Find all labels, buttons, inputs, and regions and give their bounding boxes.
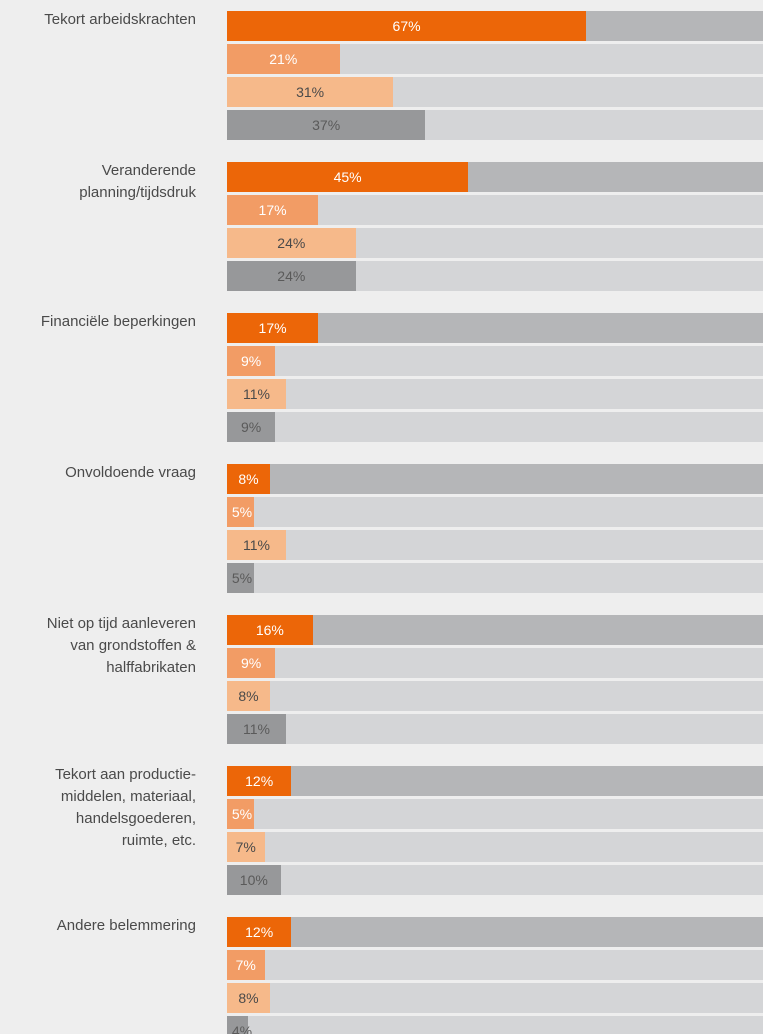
bar [227, 983, 270, 1013]
bar [227, 313, 319, 343]
bar-value-label: 5% [231, 806, 253, 822]
bar [227, 228, 356, 258]
bar-value-label: 8% [238, 688, 259, 704]
bar-value-label: 16% [255, 622, 284, 638]
bar-track: 45% [227, 162, 763, 192]
bar-track: 17% [227, 313, 763, 343]
bar-track: 24% [227, 261, 763, 291]
bar-value-label: 8% [238, 471, 259, 487]
bar-value-label: 17% [258, 202, 287, 218]
category-label: Onvoldoende vraag [65, 464, 196, 481]
bar-track: 11% [227, 530, 763, 560]
bar [227, 346, 276, 376]
category-label: Veranderende planning/tijdsdruk [79, 162, 196, 201]
bar-value-label: 45% [333, 169, 362, 185]
bar-track: 5% [227, 563, 763, 593]
bar [227, 261, 356, 291]
bar-track: 5% [227, 799, 763, 829]
bar [227, 865, 281, 895]
bar [227, 464, 270, 494]
bar-value-label: 7% [235, 839, 256, 855]
bar-track: 7% [227, 950, 763, 980]
bar-value-label: 7% [235, 957, 256, 973]
bar [227, 195, 319, 225]
category-label: Financiële beperkingen [40, 313, 196, 330]
bar-track: 24% [227, 228, 763, 258]
bar-track: 7% [227, 832, 763, 862]
bar-track: 8% [227, 983, 763, 1013]
bar-track: 17% [227, 195, 763, 225]
bar-track: 8% [227, 681, 763, 711]
bar-value-label: 12% [245, 924, 274, 940]
bar [227, 917, 292, 947]
bar-value-label: 4% [231, 1023, 253, 1034]
bar [227, 1016, 249, 1034]
category-label: Niet op tijd aanleveren van grondstoffen… [46, 615, 196, 676]
bar-value-label: 11% [242, 537, 270, 553]
bar [227, 497, 254, 527]
bar-value-label: 24% [277, 235, 306, 251]
bar [227, 530, 286, 560]
bar-track: 12% [227, 917, 763, 947]
bar [227, 615, 313, 645]
bar-value-label: 24% [277, 268, 306, 284]
bar-value-label: 17% [258, 320, 287, 336]
bar-track: 9% [227, 412, 763, 442]
bar [227, 648, 276, 678]
category-label: Tekort aan productie- middelen, materiaa… [55, 766, 196, 849]
bar [227, 950, 265, 980]
bar-track: 67% [227, 11, 763, 41]
bar [227, 110, 426, 140]
bar [227, 379, 286, 409]
bar [227, 162, 469, 192]
bar [227, 44, 340, 74]
bar-value-label: 11% [242, 386, 270, 402]
bar-value-label: 9% [241, 419, 262, 435]
bar-track: 9% [227, 346, 763, 376]
bar [227, 77, 394, 107]
bar-value-label: 5% [231, 504, 253, 520]
bar [227, 766, 292, 796]
bar-track: 9% [227, 648, 763, 678]
bar-track: 11% [227, 379, 763, 409]
bar-value-label: 10% [239, 872, 268, 888]
bar-track: 12% [227, 766, 763, 796]
bar-track: 10% [227, 865, 763, 895]
bar-value-label: 5% [231, 570, 253, 586]
bar [227, 412, 276, 442]
category-label: Tekort arbeidskrachten [44, 11, 196, 28]
bar-track: 11% [227, 714, 763, 744]
bar-track: 5% [227, 497, 763, 527]
bar-value-label: 31% [296, 84, 325, 100]
bar [227, 714, 286, 744]
bar-track: 37% [227, 110, 763, 140]
bar-track: 4% [227, 1016, 763, 1034]
bar-track: 21% [227, 44, 763, 74]
bar-value-label: 37% [312, 117, 341, 133]
bar-value-label: 9% [241, 655, 262, 671]
bar [227, 832, 265, 862]
bar-value-label: 9% [241, 353, 262, 369]
bar-value-label: 21% [269, 51, 298, 67]
bar-value-label: 11% [242, 721, 270, 737]
bar-track: 16% [227, 615, 763, 645]
bar-track: 31% [227, 77, 763, 107]
bar-value-label: 67% [392, 18, 421, 34]
bar [227, 563, 254, 593]
bar-value-label: 12% [245, 773, 274, 789]
bar-value-label: 8% [238, 990, 259, 1006]
bar [227, 799, 254, 829]
bar [227, 11, 587, 41]
bar-track: 8% [227, 464, 763, 494]
category-label: Andere belemmering [56, 917, 196, 934]
bar [227, 681, 270, 711]
